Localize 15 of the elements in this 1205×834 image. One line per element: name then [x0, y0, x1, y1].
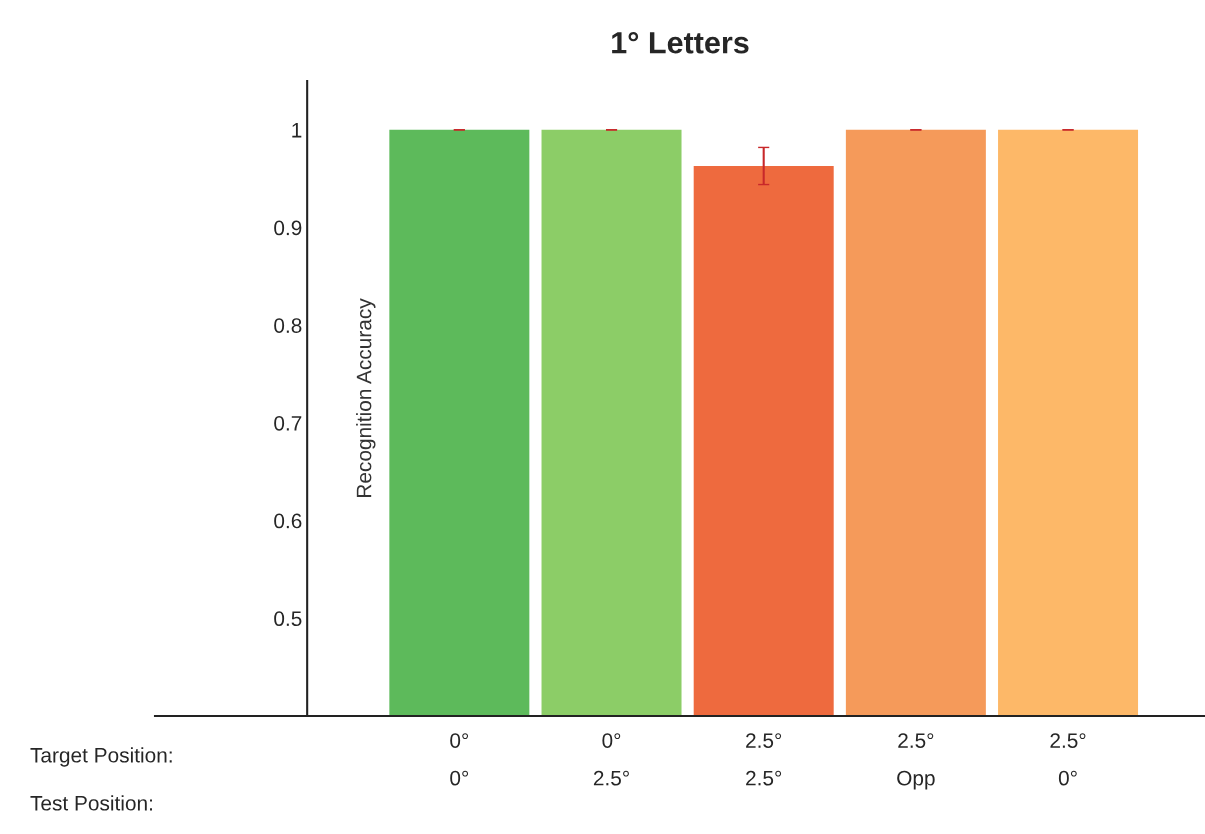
y-tick-label: 0.8: [274, 318, 302, 333]
y-tick-label: 1: [292, 123, 302, 138]
x-tick-label: 2.5° Opp: [897, 733, 935, 790]
y-tick-label: 0.5: [274, 611, 302, 627]
chart-title: 1° Letters: [612, 31, 749, 54]
x-tick-label: 2.5° 0°: [1050, 733, 1086, 786]
y-axis-title: Recognition Accuracy: [356, 298, 376, 497]
text: Test Position:: [30, 795, 152, 811]
text: Target Position:: [30, 747, 172, 767]
y-tick-label: 0.7: [274, 415, 302, 431]
y-tick-label: 0.9: [274, 220, 302, 236]
y-tick-label: 0.6: [274, 513, 302, 529]
x-tick-label: 0° 0°: [450, 733, 469, 786]
x-tick-label: 0° 2.5°: [593, 733, 629, 786]
x-tick-label: 2.5° 2.5°: [746, 733, 782, 786]
